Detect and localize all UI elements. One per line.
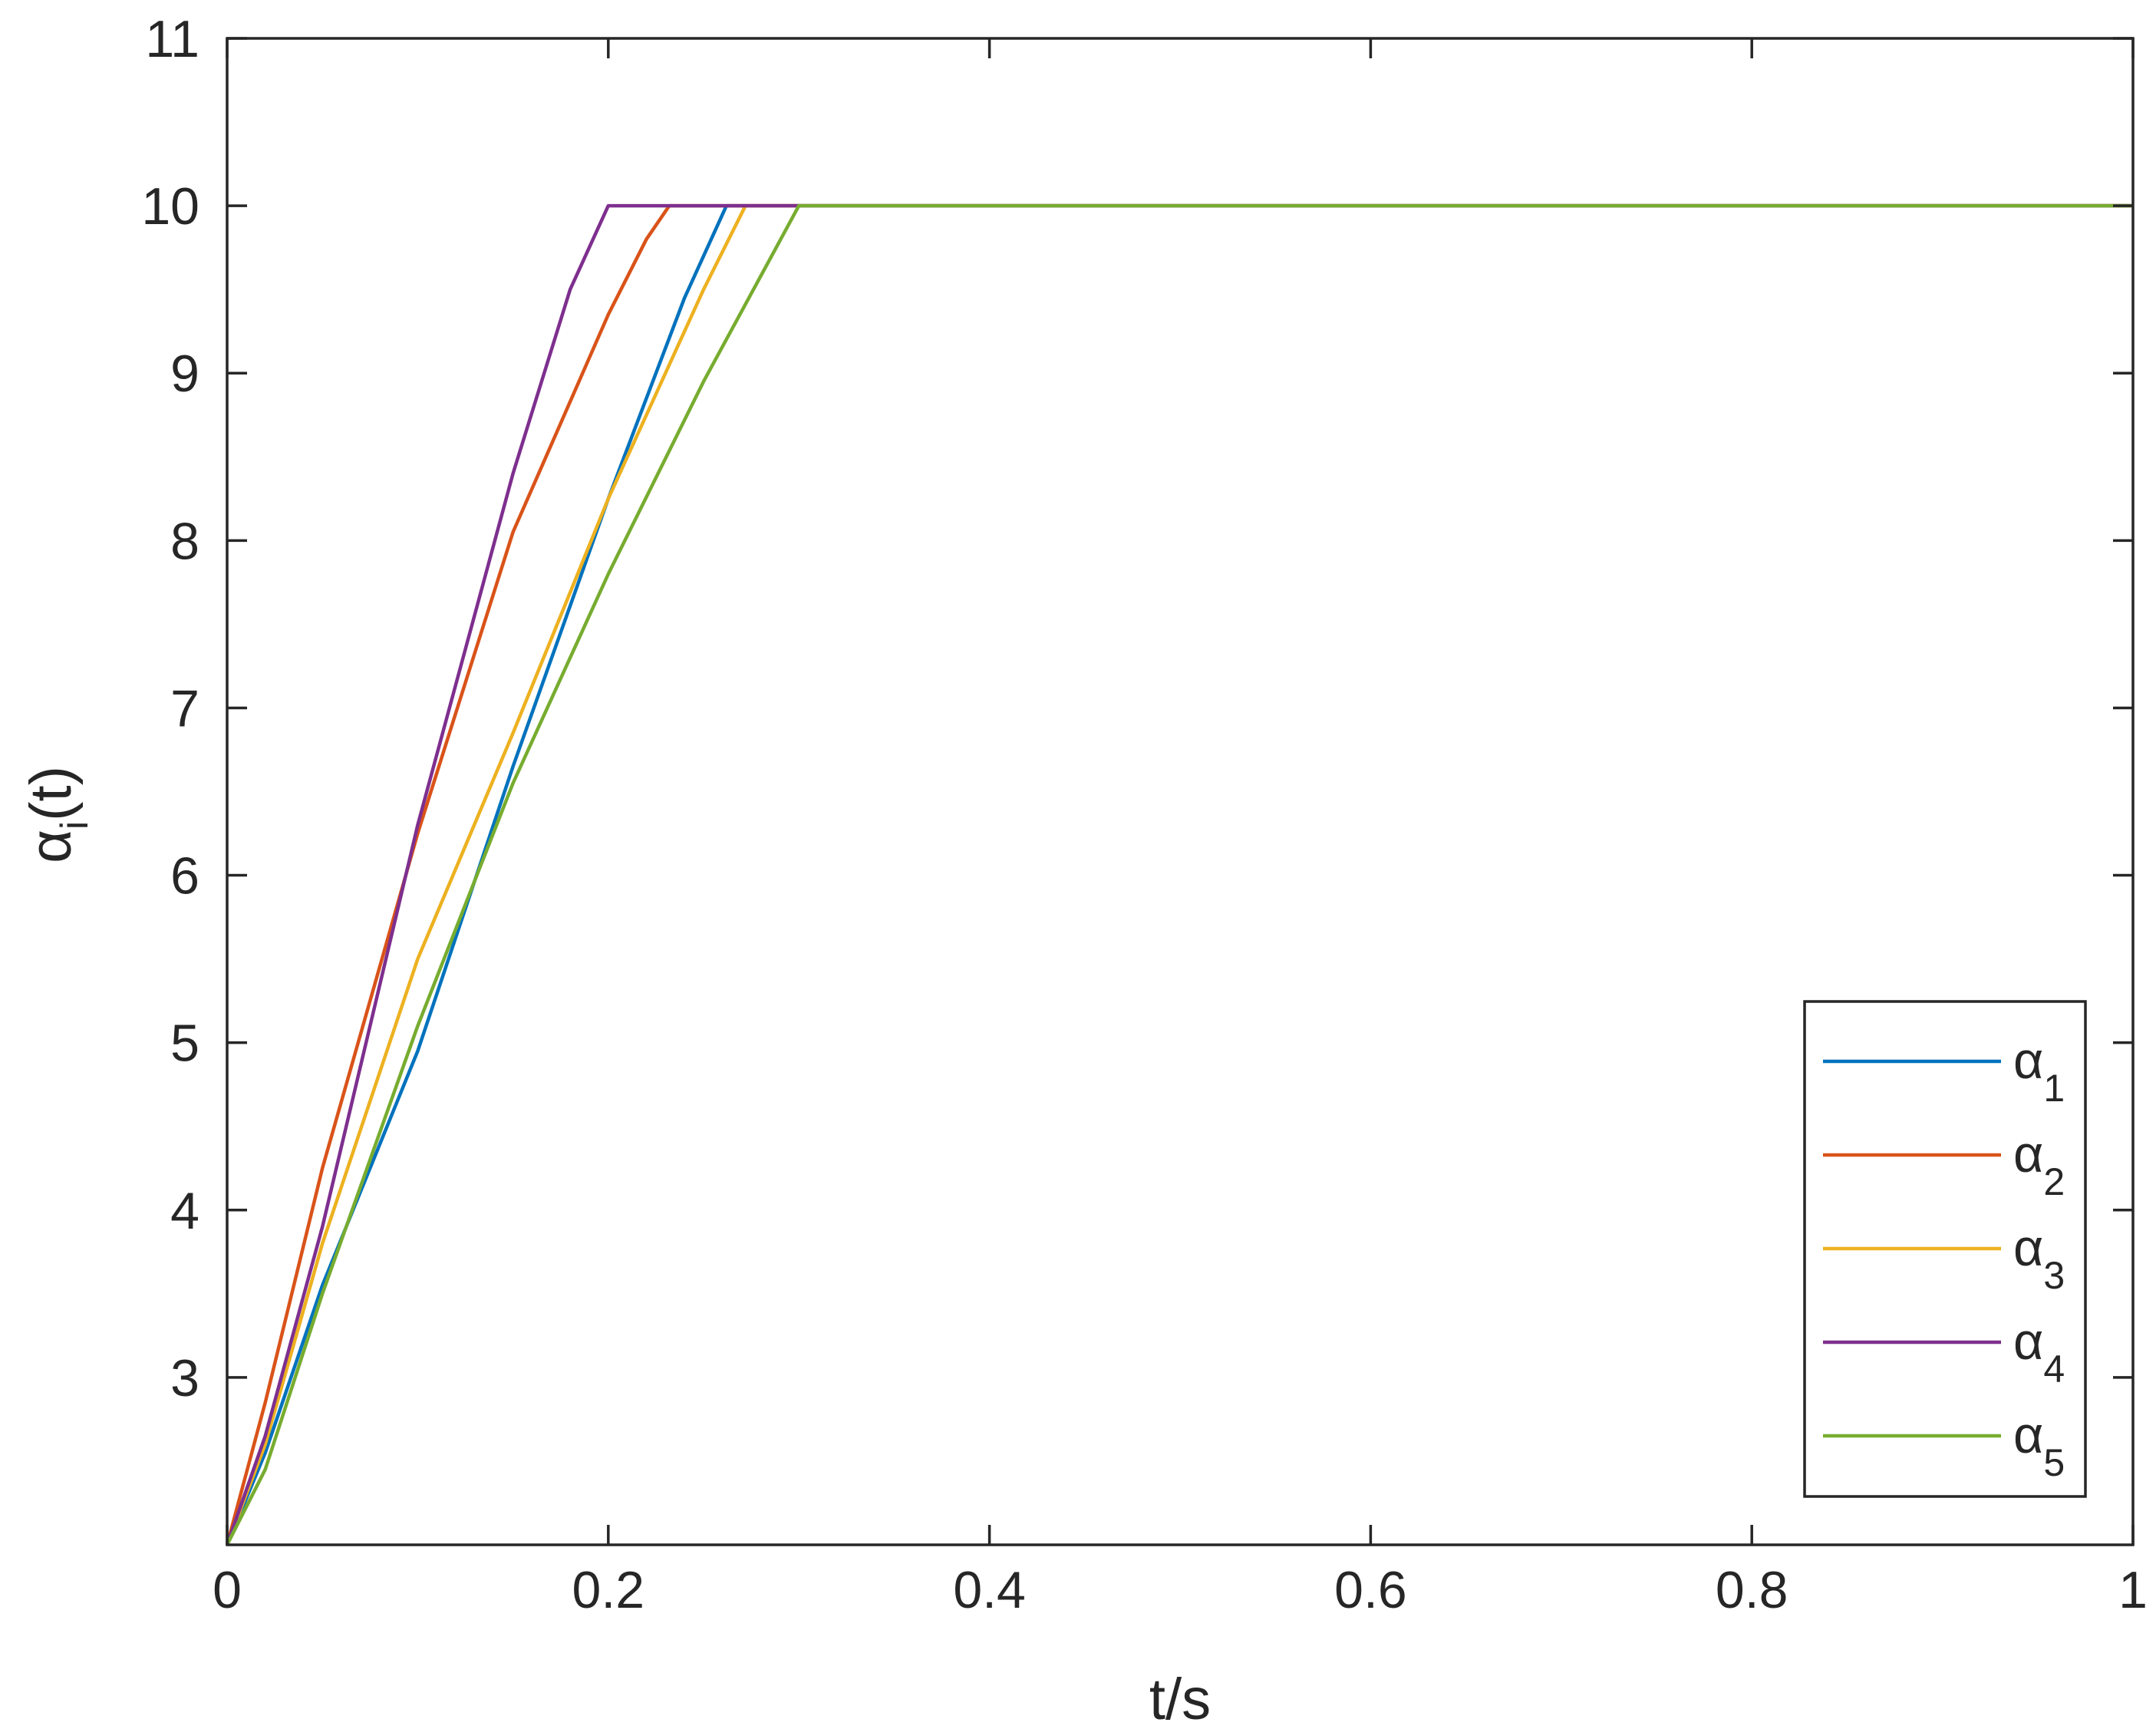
x-tick-label: 0.6: [1334, 1561, 1407, 1619]
y-tick-label: 3: [170, 1349, 199, 1407]
legend-label-2: α2: [2013, 1125, 2065, 1203]
series-line-5: [225, 203, 2133, 1546]
y-tick-label: 7: [170, 679, 199, 737]
y-axis-ticks: 3 4 5 6 7 8 9 10 11: [141, 10, 2133, 1407]
y-axis-title-subscript: i: [53, 821, 96, 830]
legend-label-4: α4: [2013, 1312, 2065, 1391]
y-axis-title-base: α: [18, 830, 84, 863]
legend-label-3: α3: [2013, 1219, 2065, 1297]
axes-box: [226, 37, 2135, 1546]
x-tick-label: 0.4: [953, 1561, 1026, 1619]
x-axis-title: t/s: [1149, 1667, 1211, 1729]
y-tick-label: 5: [170, 1015, 199, 1073]
y-tick-label: 4: [170, 1182, 199, 1240]
y-axis-title-suffix: (t): [18, 766, 84, 821]
x-axis-ticks: 0 0.2 0.4 0.6 0.8 1: [213, 38, 2148, 1619]
legend: α1 α2 α3 α4 α5: [1803, 1000, 2087, 1498]
legend-label-1: α1: [2013, 1031, 2065, 1110]
y-tick-label: 10: [141, 177, 199, 236]
legend-label-5: α5: [2013, 1406, 2065, 1484]
y-tick-label: 9: [170, 345, 199, 403]
x-tick-label: 1: [2118, 1561, 2148, 1619]
x-tick-label: 0.2: [572, 1561, 645, 1619]
series-line-4: [225, 203, 2133, 1546]
x-tick-label: 0.8: [1716, 1561, 1788, 1619]
y-tick-label: 6: [170, 847, 199, 906]
x-tick-label: 0: [213, 1561, 242, 1619]
y-tick-label: 8: [170, 512, 199, 570]
plot-series-group: [225, 203, 2133, 1546]
y-axis-title: αi(t): [18, 766, 96, 863]
y-tick-label: 11: [145, 10, 199, 68]
